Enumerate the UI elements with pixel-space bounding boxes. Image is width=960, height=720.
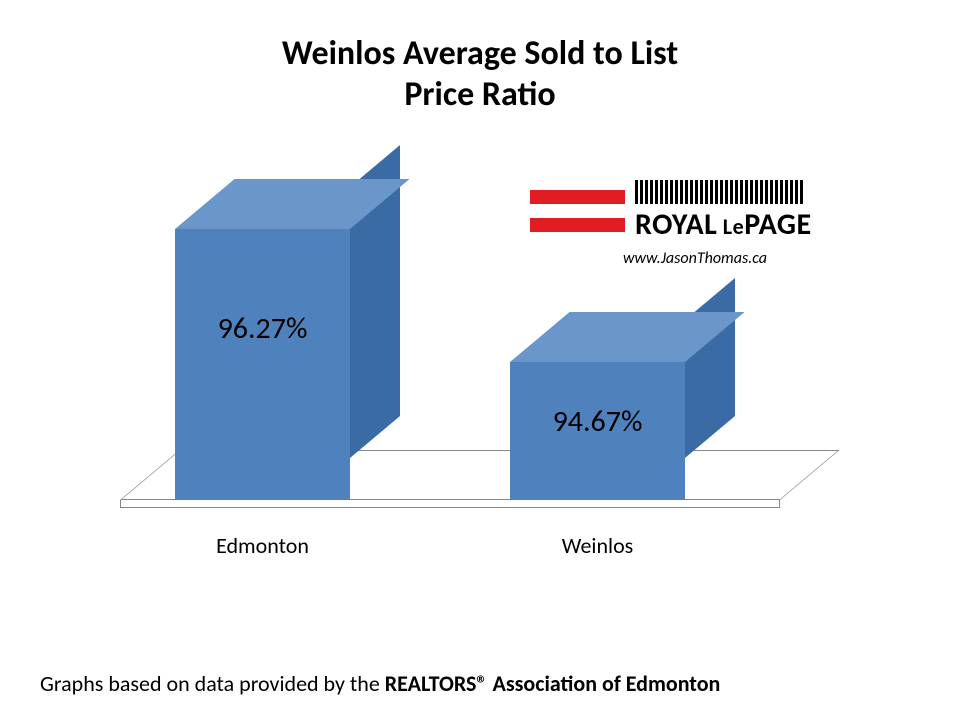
footer-prefix: Graphs based on data provided by the xyxy=(40,670,385,697)
chart-title-line1: Weinlos Average Sold to List xyxy=(0,34,960,75)
chart-floor-front xyxy=(120,500,780,508)
data-label: 96.27% xyxy=(145,310,380,347)
logo-barcode xyxy=(635,180,803,204)
logo-stripe-top xyxy=(530,190,625,204)
logo-url: www.JasonThomas.ca xyxy=(530,249,860,268)
footer-attribution: Graphs based on data provided by the REA… xyxy=(40,670,720,697)
logo-stripe-bottom xyxy=(530,218,625,232)
logo-text: ROYAL LePAGE xyxy=(635,206,812,243)
royal-lepage-logo: ROYAL LePAGE www.JasonThomas.ca xyxy=(530,180,860,268)
logo-text-suffix: PAGE xyxy=(744,206,812,243)
canvas: Weinlos Average Sold to List Price Ratio… xyxy=(0,0,960,720)
chart-title-line2: Price Ratio xyxy=(0,75,960,116)
bar-front xyxy=(175,229,350,500)
data-label: 94.67% xyxy=(480,403,715,440)
category-label: Weinlos xyxy=(480,532,715,559)
logo-text-main: ROYAL xyxy=(635,206,717,243)
category-label: Edmonton xyxy=(145,532,380,559)
chart-title: Weinlos Average Sold to List Price Ratio xyxy=(0,34,960,116)
logo-text-small: Le xyxy=(717,213,744,240)
footer-bold: REALTORS® Association of Edmonton xyxy=(385,670,721,697)
